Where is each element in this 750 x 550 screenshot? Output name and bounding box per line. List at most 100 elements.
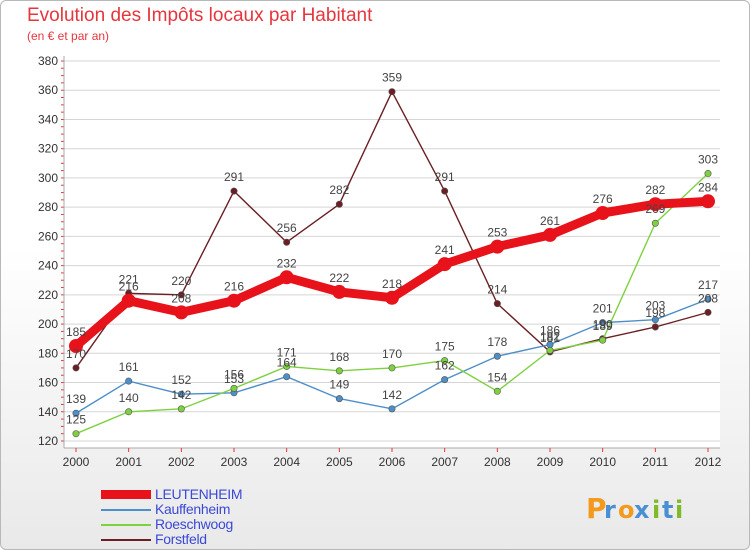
data-label: 171: [277, 345, 297, 359]
data-point: [335, 395, 343, 403]
y-tick-label: 240: [38, 259, 58, 273]
data-point: [177, 291, 185, 299]
y-tick-label: 200: [38, 317, 58, 331]
data-label: 276: [593, 192, 613, 206]
data-label: 142: [171, 388, 191, 402]
y-tick-label: 280: [38, 200, 58, 214]
data-label: 217: [698, 278, 718, 292]
data-label: 164: [277, 356, 297, 370]
legend-swatch: [101, 490, 151, 499]
data-label: 222: [329, 271, 349, 285]
data-label: 186: [540, 324, 560, 338]
data-point: [704, 308, 712, 316]
data-label: 182: [540, 329, 560, 343]
data-point: [651, 219, 659, 227]
data-point: [230, 187, 238, 195]
data-label: 170: [66, 347, 86, 361]
data-point: [227, 293, 241, 308]
x-tick-label: 2001: [115, 455, 142, 469]
data-point: [599, 319, 607, 327]
data-label: 152: [171, 373, 191, 387]
x-tick-label: 2002: [168, 455, 195, 469]
legend-item: Forstfeld: [101, 532, 341, 547]
logo-letter: t: [662, 496, 673, 524]
data-point: [388, 88, 396, 96]
data-point: [69, 339, 83, 353]
data-label: 282: [645, 183, 665, 197]
data-point: [177, 390, 185, 398]
data-label: 190: [593, 318, 613, 332]
data-point: [543, 227, 557, 242]
data-point: [177, 405, 185, 413]
data-point: [283, 238, 291, 246]
data-point: [174, 305, 189, 320]
data-label: 291: [224, 170, 244, 184]
data-point: [546, 346, 554, 354]
logo-letter: P: [586, 492, 607, 525]
data-label: 291: [435, 170, 455, 184]
data-point: [230, 384, 238, 392]
legend-swatch: [101, 509, 151, 511]
data-label: 303: [698, 153, 718, 167]
legend-item: Kauffenheim: [101, 502, 341, 517]
x-tick-label: 2006: [379, 455, 406, 469]
y-tick-label: 120: [38, 434, 58, 448]
data-point: [332, 284, 347, 299]
data-point: [279, 270, 294, 285]
data-point: [388, 405, 396, 413]
data-label: 156: [224, 367, 244, 381]
x-tick-label: 2003: [221, 455, 248, 469]
data-label: 162: [435, 359, 455, 373]
data-label: 198: [645, 306, 665, 320]
logo-letter: o: [618, 496, 635, 524]
data-point: [125, 377, 133, 385]
data-label: 284: [698, 180, 718, 194]
data-label: 189: [593, 319, 613, 333]
data-label: 153: [224, 372, 244, 386]
chart-subtitle: (en € et par an): [27, 29, 110, 43]
x-tick-label: 2004: [273, 455, 300, 469]
data-point: [651, 323, 659, 331]
data-label: 282: [329, 183, 349, 197]
x-tick-label: 2009: [537, 455, 564, 469]
legend-label: Roeschwoog: [155, 516, 233, 532]
data-point: [704, 295, 712, 303]
data-label: 181: [540, 331, 560, 345]
legend-label: LEUTENHEIM: [155, 486, 243, 502]
data-point: [493, 387, 501, 395]
data-point: [441, 376, 449, 384]
x-tick-label: 2008: [484, 455, 511, 469]
logo-letter: r: [604, 496, 616, 524]
data-label: 139: [66, 392, 86, 406]
data-point: [493, 352, 501, 360]
data-label: 216: [224, 280, 244, 294]
proxiti-logo: Pr o x i t i: [586, 492, 683, 525]
data-label: 208: [698, 291, 718, 305]
y-tick-label: 360: [38, 83, 58, 97]
data-label: 221: [119, 272, 139, 286]
data-label: 154: [487, 370, 507, 384]
data-point: [125, 408, 133, 416]
data-label: 178: [487, 335, 507, 349]
data-point: [72, 409, 80, 417]
data-point: [335, 200, 343, 208]
y-tick-label: 380: [38, 54, 58, 68]
legend-label: Kauffenheim: [155, 501, 231, 517]
data-label: 149: [329, 378, 349, 392]
legend: LEUTENHEIM Kauffenheim Roeschwoog Forstfeld: [101, 487, 341, 547]
logo-letter: i: [652, 496, 660, 524]
y-tick-label: 340: [38, 112, 58, 126]
chart-title: Evolution des Impôts locaux par Habitant: [27, 5, 373, 26]
data-point: [437, 257, 452, 272]
x-tick-label: 2000: [63, 455, 90, 469]
legend-swatch: [101, 524, 151, 526]
data-point: [648, 197, 663, 212]
y-tick-label: 320: [38, 142, 58, 156]
data-label: 232: [277, 256, 297, 270]
data-point: [388, 364, 396, 372]
y-tick-label: 160: [38, 376, 58, 390]
x-tick-label: 2011: [642, 455, 668, 469]
data-label: 201: [593, 302, 613, 316]
